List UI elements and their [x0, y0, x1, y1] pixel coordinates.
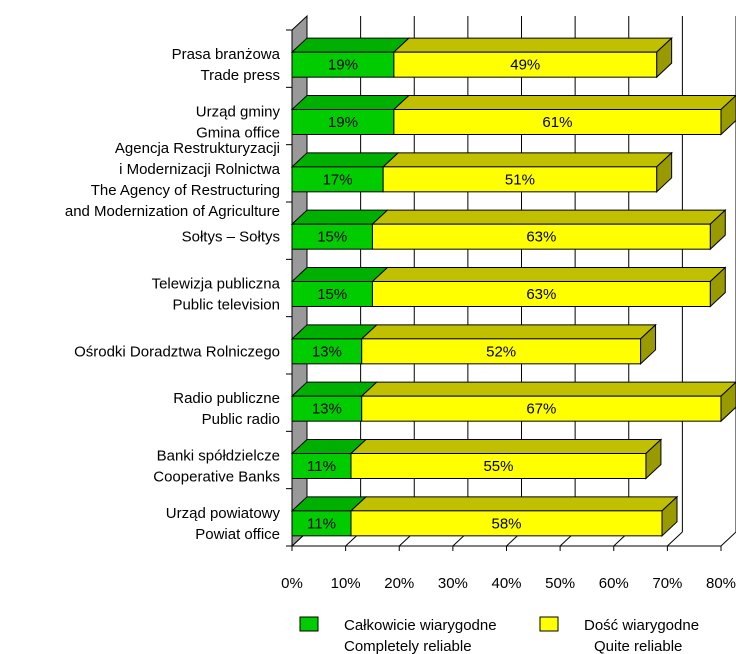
bar-top-1-4: [371, 267, 727, 282]
data-label-1-5: 52%: [486, 343, 516, 360]
bar-top-1-1: [392, 95, 736, 110]
category-label-2-1: i Modernizacji Rolnictwa: [119, 161, 281, 178]
category-label-4-0: Telewizja publiczna: [152, 276, 281, 293]
legend: Całkowicie wiarygodne Completely reliable…: [299, 616, 699, 654]
x-tick-label-2: 20%: [384, 575, 414, 592]
legend-label-1-0: Dość wiarygodne: [584, 617, 699, 634]
data-label-1-2: 51%: [505, 171, 535, 188]
bar-top-1-2: [381, 152, 673, 168]
data-label-0-7: 11%: [307, 458, 336, 475]
bar-1-3: [371, 223, 711, 250]
bar-0-5: [291, 338, 363, 365]
legend-label-0-0: Całkowicie wiarygodne: [344, 617, 497, 634]
category-label-7-0: Banki spółdzielcze: [157, 448, 280, 465]
bar-top-0-3: [290, 209, 389, 225]
category-label-8-1: Powiat office: [195, 526, 280, 543]
category-label-2-3: and Modernization of Agriculture: [65, 203, 280, 220]
bars-layer: 19% 49% 19% 61% 17% 51% 15% 63% 15% 63% 13% 52% 13% 6…: [290, 37, 736, 537]
bar-0-7: [291, 453, 352, 479]
x-tick-label-4: 40%: [491, 575, 521, 592]
bar-top-0-4: [290, 267, 389, 282]
bar-0-6: [291, 395, 363, 422]
bar-top-0-1: [290, 95, 411, 110]
data-label-1-1: 61%: [542, 114, 572, 131]
bar-top-0-0: [290, 37, 411, 53]
floor-line: [667, 531, 683, 547]
legend-swatch-1: [539, 616, 559, 632]
data-label-0-3: 15%: [317, 229, 347, 246]
bar-1-7: [350, 453, 647, 479]
data-label-0-4: 15%: [317, 286, 347, 303]
data-label-0-2: 17%: [323, 171, 353, 188]
bar-1-0: [393, 51, 658, 78]
bar-1-1: [393, 109, 722, 135]
category-label-2-0: Agencja Restrukturyzacji: [115, 140, 280, 157]
bar-top-0-2: [290, 152, 400, 168]
category-label-0-0: Prasa branżowa: [172, 46, 281, 63]
x-axis-tick-labels: 0% 10% 20% 30% 40% 50% 60% 70% 80%: [281, 575, 736, 592]
data-label-1-4: 63%: [526, 286, 556, 303]
data-label-0-1: 19%: [328, 114, 358, 131]
category-label-6-1: Public radio: [202, 411, 280, 428]
bar-top-1-3: [371, 209, 727, 225]
data-label-0-5: 13%: [312, 343, 342, 360]
category-labels: Prasa branżowa Trade press Urząd gminy Gmin…: [65, 46, 281, 543]
data-label-0-8: 11%: [307, 515, 336, 532]
x-tick-label-1: 10%: [331, 575, 361, 592]
x-tick-label-8: 80%: [706, 575, 736, 592]
data-label-1-8: 58%: [491, 515, 521, 532]
category-label-8-0: Urząd powiatowy: [166, 505, 281, 522]
bar-top-1-7: [349, 439, 663, 454]
legend-label-1-1: Quite reliable: [594, 638, 682, 654]
category-label-4-1: Public television: [172, 297, 280, 314]
bar-0-3: [291, 223, 373, 250]
bar-1-2: [382, 166, 658, 193]
data-label-1-7: 55%: [483, 458, 513, 475]
data-label-0-0: 19%: [328, 57, 358, 74]
x-tick-label-7: 70%: [652, 575, 682, 592]
category-label-0-1: Trade press: [201, 67, 280, 84]
data-label-0-6: 13%: [312, 401, 342, 418]
category-label-6-0: Radio publiczne: [173, 390, 280, 407]
category-label-2-2: The Agency of Restructuring: [91, 182, 280, 199]
bar-top-1-6: [360, 381, 736, 397]
floor-line: [720, 531, 736, 547]
data-label-1-3: 63%: [526, 229, 556, 246]
bar-1-5: [361, 338, 642, 365]
category-label-1-1: Gmina office: [196, 125, 280, 142]
x-tick-label-0: 0%: [281, 575, 303, 592]
bar-top-1-0: [392, 37, 673, 53]
bar-top-1-5: [360, 324, 657, 340]
category-label-1-0: Urząd gminy: [196, 104, 281, 121]
bar-1-8: [350, 510, 663, 537]
x-tick-label-6: 60%: [599, 575, 629, 592]
x-tick-label-3: 30%: [438, 575, 468, 592]
x-tick-label-5: 50%: [545, 575, 575, 592]
legend-label-0-1: Completely reliable: [344, 638, 472, 654]
bar-1-4: [371, 281, 711, 307]
bar-0-0: [291, 51, 395, 78]
category-label-3-0: Sołtys – Sołtys: [182, 229, 280, 246]
bar-0-1: [291, 109, 395, 135]
category-label-7-1: Cooperative Banks: [153, 469, 280, 486]
legend-swatch-0: [299, 616, 319, 632]
data-label-1-6: 67%: [526, 401, 556, 418]
bar-0-4: [291, 281, 373, 307]
bar-1-6: [361, 395, 722, 422]
data-label-1-0: 49%: [510, 57, 540, 74]
category-label-5-0: Ośrodki Doradztwa Rolniczego: [74, 343, 280, 360]
bar-top-1-8: [349, 496, 679, 512]
